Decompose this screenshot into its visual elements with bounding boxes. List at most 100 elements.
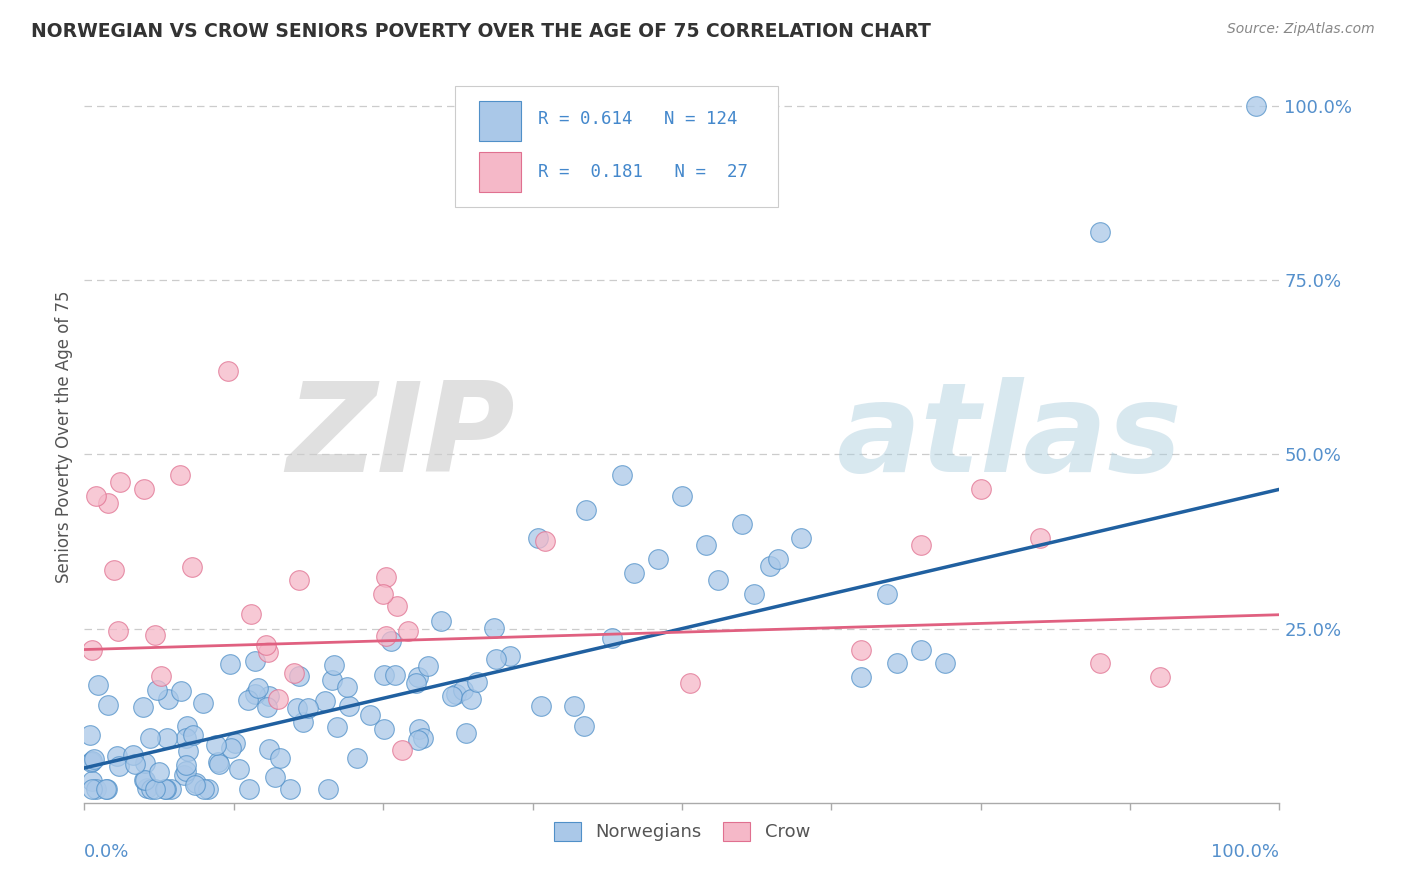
Point [191,696,214,710]
Point [170,683,193,698]
Point [174,757,197,772]
Point [148,764,170,779]
Point [105,749,128,764]
Point [193,781,215,796]
Point [430,614,453,628]
Point [257,644,280,658]
Point [612,468,634,483]
Point [707,573,730,587]
Point [527,531,550,545]
Point [742,587,765,601]
Point [259,690,281,704]
Text: Source: ZipAtlas.com: Source: ZipAtlas.com [1227,22,1375,37]
Point [406,670,429,684]
Point [314,694,336,708]
Point [139,781,162,796]
Point [238,781,260,796]
FancyBboxPatch shape [456,86,778,207]
Point [84,781,107,796]
Point [155,781,177,796]
Text: R =  0.181   N =  27: R = 0.181 N = 27 [538,162,748,180]
Point [247,681,270,695]
Text: 100.0%: 100.0% [1212,843,1279,861]
Point [80,756,103,770]
Point [602,631,624,645]
Point [499,649,522,664]
Point [373,723,395,737]
Point [876,587,898,601]
Point [380,634,402,648]
Point [1149,670,1171,684]
Point [224,736,246,750]
Point [86,489,108,503]
Point [533,533,555,548]
Point [177,743,200,757]
Point [910,538,932,552]
Point [373,587,395,601]
Text: atlas: atlas [838,376,1182,498]
Point [132,699,155,714]
Point [184,776,207,790]
Point [135,781,157,796]
Point [375,629,398,643]
Point [1244,99,1267,113]
Point [218,657,240,671]
Point [207,755,229,769]
Text: 0.0%: 0.0% [84,843,129,861]
Point [647,552,669,566]
Point [238,692,260,706]
Point [396,624,419,639]
Point [97,698,120,713]
Point [173,768,195,782]
Point [107,624,129,639]
Point [285,700,308,714]
Point [110,475,132,490]
Point [758,558,780,573]
Point [245,654,267,668]
Point [530,699,553,714]
Point [205,738,228,752]
Text: ZIP: ZIP [285,376,515,498]
Point [160,781,183,796]
Point [239,607,262,622]
Point [359,707,381,722]
Point [391,743,413,757]
Point [385,599,408,613]
FancyBboxPatch shape [479,152,520,192]
Point [96,781,118,796]
Point [207,756,229,771]
Point [139,731,162,746]
Point [934,657,956,671]
Point [103,563,125,577]
Point [444,687,467,701]
Point [851,642,873,657]
Point [851,670,873,684]
Legend: Norwegians, Crow: Norwegians, Crow [547,814,817,848]
Text: R = 0.614   N = 124: R = 0.614 N = 124 [538,110,738,128]
Point [176,764,198,778]
Point [336,680,359,694]
Point [406,732,429,747]
Point [181,560,204,574]
Point [80,773,103,788]
Point [337,699,360,714]
Point [485,652,508,666]
Point [346,751,368,765]
Point [408,723,430,737]
Point [108,759,131,773]
Point [146,683,169,698]
Point [134,756,156,771]
Point [256,700,278,714]
Point [134,772,156,787]
Point [678,676,700,690]
Point [181,728,204,742]
Point [86,678,108,692]
Point [373,668,395,682]
Point [1029,531,1052,545]
Point [97,496,120,510]
Point [184,778,207,792]
Point [149,669,172,683]
Point [283,665,305,680]
Point [695,538,717,552]
Point [228,762,250,776]
